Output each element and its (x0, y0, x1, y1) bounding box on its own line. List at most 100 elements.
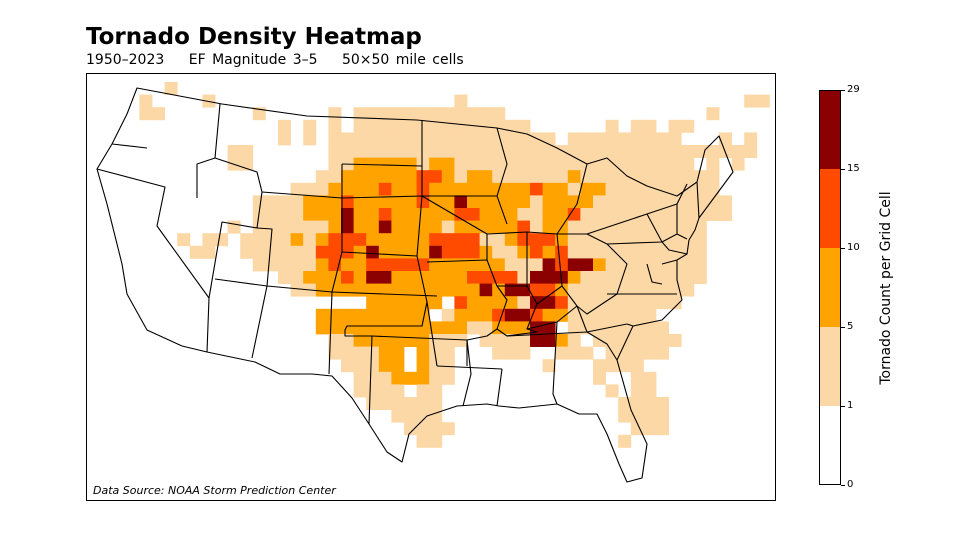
heatmap-cell (441, 346, 455, 360)
colorbar-tick-mark (841, 168, 845, 170)
state-line (341, 251, 418, 257)
heatmap-cell (139, 107, 153, 121)
heatmap-cell (315, 283, 329, 297)
heatmap-cell (504, 296, 518, 310)
heatmap-cell (441, 258, 455, 272)
heatmap-cell (567, 145, 581, 158)
heatmap-cell (479, 157, 493, 171)
heatmap-cell (404, 233, 417, 247)
heatmap-cell (202, 233, 216, 247)
heatmap-cell (441, 233, 455, 247)
heatmap-cell (668, 145, 682, 158)
heatmap-cell (404, 245, 417, 259)
heatmap-cell (416, 434, 430, 448)
state-line (421, 195, 488, 235)
heatmap-cell (492, 233, 506, 247)
heatmap-cell (353, 245, 367, 259)
heatmap-cell (605, 308, 619, 322)
heatmap-cell (378, 182, 392, 196)
heatmap-cell (378, 296, 392, 310)
heatmap-cell (706, 107, 720, 121)
state-line (696, 181, 700, 219)
heatmap-cell (366, 208, 380, 221)
heatmap-cell (328, 220, 342, 234)
heatmap-cell (744, 145, 758, 158)
heatmap-cell (605, 157, 619, 171)
heatmap-cell (504, 119, 518, 133)
heatmap-cell (290, 271, 304, 284)
heatmap-cell (542, 208, 556, 221)
heatmap-cell (366, 233, 380, 247)
heatmap-cell (341, 321, 354, 335)
heatmap-cell (328, 208, 342, 221)
heatmap-cell (467, 107, 480, 121)
heatmap-cell (479, 245, 493, 259)
heatmap-cell (605, 283, 619, 297)
heatmap-cell (630, 245, 644, 259)
heatmap-cell (504, 245, 518, 259)
state-line (661, 259, 678, 265)
heatmap-cell (504, 258, 518, 272)
heatmap-cell (328, 308, 342, 322)
heatmap-cell (479, 220, 493, 234)
heatmap-cell (530, 245, 543, 259)
heatmap-cell (391, 397, 405, 410)
heatmap-cell (416, 283, 430, 297)
heatmap-cell (668, 119, 682, 133)
heatmap-cell (756, 94, 770, 108)
heatmap-cell (429, 384, 443, 398)
heatmap-cell (378, 220, 392, 234)
heatmap-cell (643, 283, 657, 297)
heatmap-cell (315, 233, 329, 247)
heatmap-cell (353, 145, 367, 158)
heatmap-cell (391, 359, 405, 373)
heatmap-cell (278, 258, 291, 272)
heatmap-cell (315, 245, 329, 259)
heatmap-cell (404, 170, 417, 184)
heatmap-cell (391, 107, 405, 121)
heatmap-cell (404, 296, 417, 310)
heatmap-cell (315, 271, 329, 284)
heatmap-cell (416, 233, 430, 247)
heatmap-cell (328, 283, 342, 297)
heatmap-cell (303, 132, 317, 146)
heatmap-cell (517, 132, 531, 146)
heatmap-cell (353, 334, 367, 347)
heatmap-cell (454, 94, 468, 108)
heatmap-cell (378, 258, 392, 272)
heatmap-cell (656, 409, 669, 423)
heatmap-cell (303, 182, 317, 196)
heatmap-cell (378, 308, 392, 322)
heatmap-cell (378, 119, 392, 133)
heatmap-cell (353, 132, 367, 146)
heatmap-cell (555, 308, 569, 322)
heatmap-cell (303, 271, 317, 284)
heatmap-cell (643, 145, 657, 158)
heatmap-cell (429, 145, 443, 158)
heatmap-cell (668, 271, 682, 284)
heatmap-cell (454, 271, 468, 284)
heatmap-cell (593, 132, 606, 146)
heatmap-cell (693, 195, 707, 209)
heatmap-cell (404, 119, 417, 133)
heatmap-cell (555, 334, 569, 347)
heatmap-cell (366, 308, 380, 322)
heatmap-cell (353, 182, 367, 196)
state-line (506, 331, 588, 337)
heatmap-cell (429, 208, 443, 221)
colorbar-title: Tornado Count per Grid Cell (878, 191, 894, 385)
heatmap-cell (315, 308, 329, 322)
heatmap-cell (353, 170, 367, 184)
heatmap-cell (492, 119, 506, 133)
heatmap-cell (618, 334, 632, 347)
heatmap-cell (391, 145, 405, 158)
heatmap-cell (681, 170, 695, 184)
heatmap-cell (618, 434, 632, 448)
heatmap-cell (630, 422, 644, 436)
heatmap-cell (542, 195, 556, 209)
heatmap-cell (618, 208, 632, 221)
heatmap-cell (378, 321, 392, 335)
heatmap-cell (366, 384, 380, 398)
us-outline (96, 87, 734, 483)
heatmap-cell (366, 359, 380, 373)
